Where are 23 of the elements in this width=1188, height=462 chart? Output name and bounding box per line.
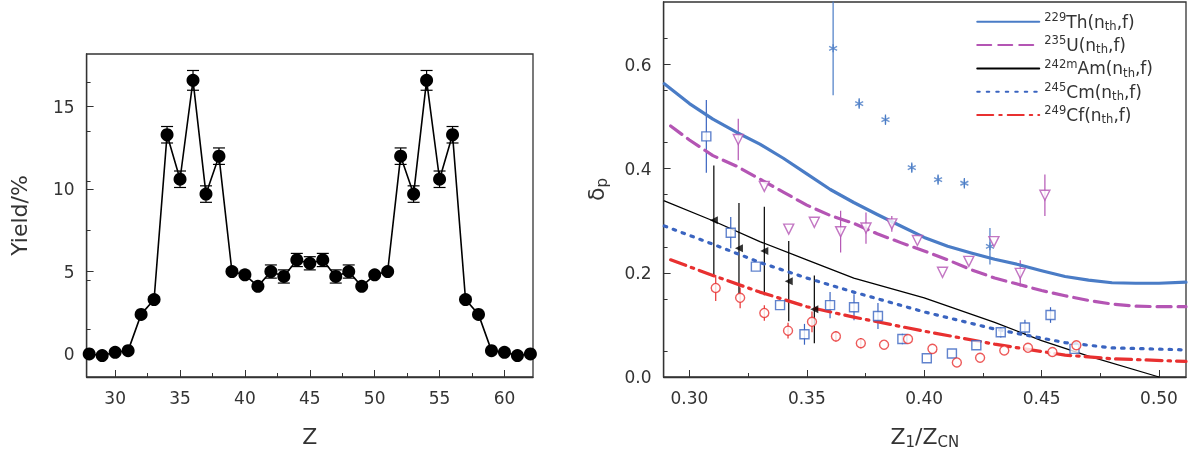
x-tick-label: 45 (298, 387, 321, 408)
x-tick-label: 35 (169, 387, 191, 408)
x-tick-label: 0.45 (1022, 387, 1061, 408)
y-axis-title: δp (583, 178, 611, 201)
x-axis-title: Z (302, 424, 318, 450)
y-tick-label: 5 (63, 261, 75, 282)
x-tick-label: 0.40 (905, 387, 944, 408)
y-tick-label: 0.2 (624, 262, 652, 283)
y-tick-label: 0.6 (624, 54, 652, 75)
x-tick-label: 55 (428, 387, 451, 408)
y-tick-label: 10 (52, 179, 75, 200)
x-tick-label: 30 (104, 387, 126, 408)
y-axis-title: Yield/% (6, 175, 32, 257)
x-tick-label: 60 (493, 387, 516, 408)
x-tick-label: 0.35 (787, 387, 826, 408)
y-tick-label: 15 (52, 96, 75, 117)
y-tick-label: 0.0 (624, 367, 652, 387)
x-tick-label: 0.50 (1140, 387, 1178, 408)
x-tick-label: 40 (234, 387, 256, 408)
y-tick-label: 0.4 (624, 158, 652, 179)
y-tick-label: 0 (63, 343, 75, 364)
x-tick-label: 50 (363, 387, 386, 408)
x-tick-label: 0.30 (670, 387, 709, 408)
